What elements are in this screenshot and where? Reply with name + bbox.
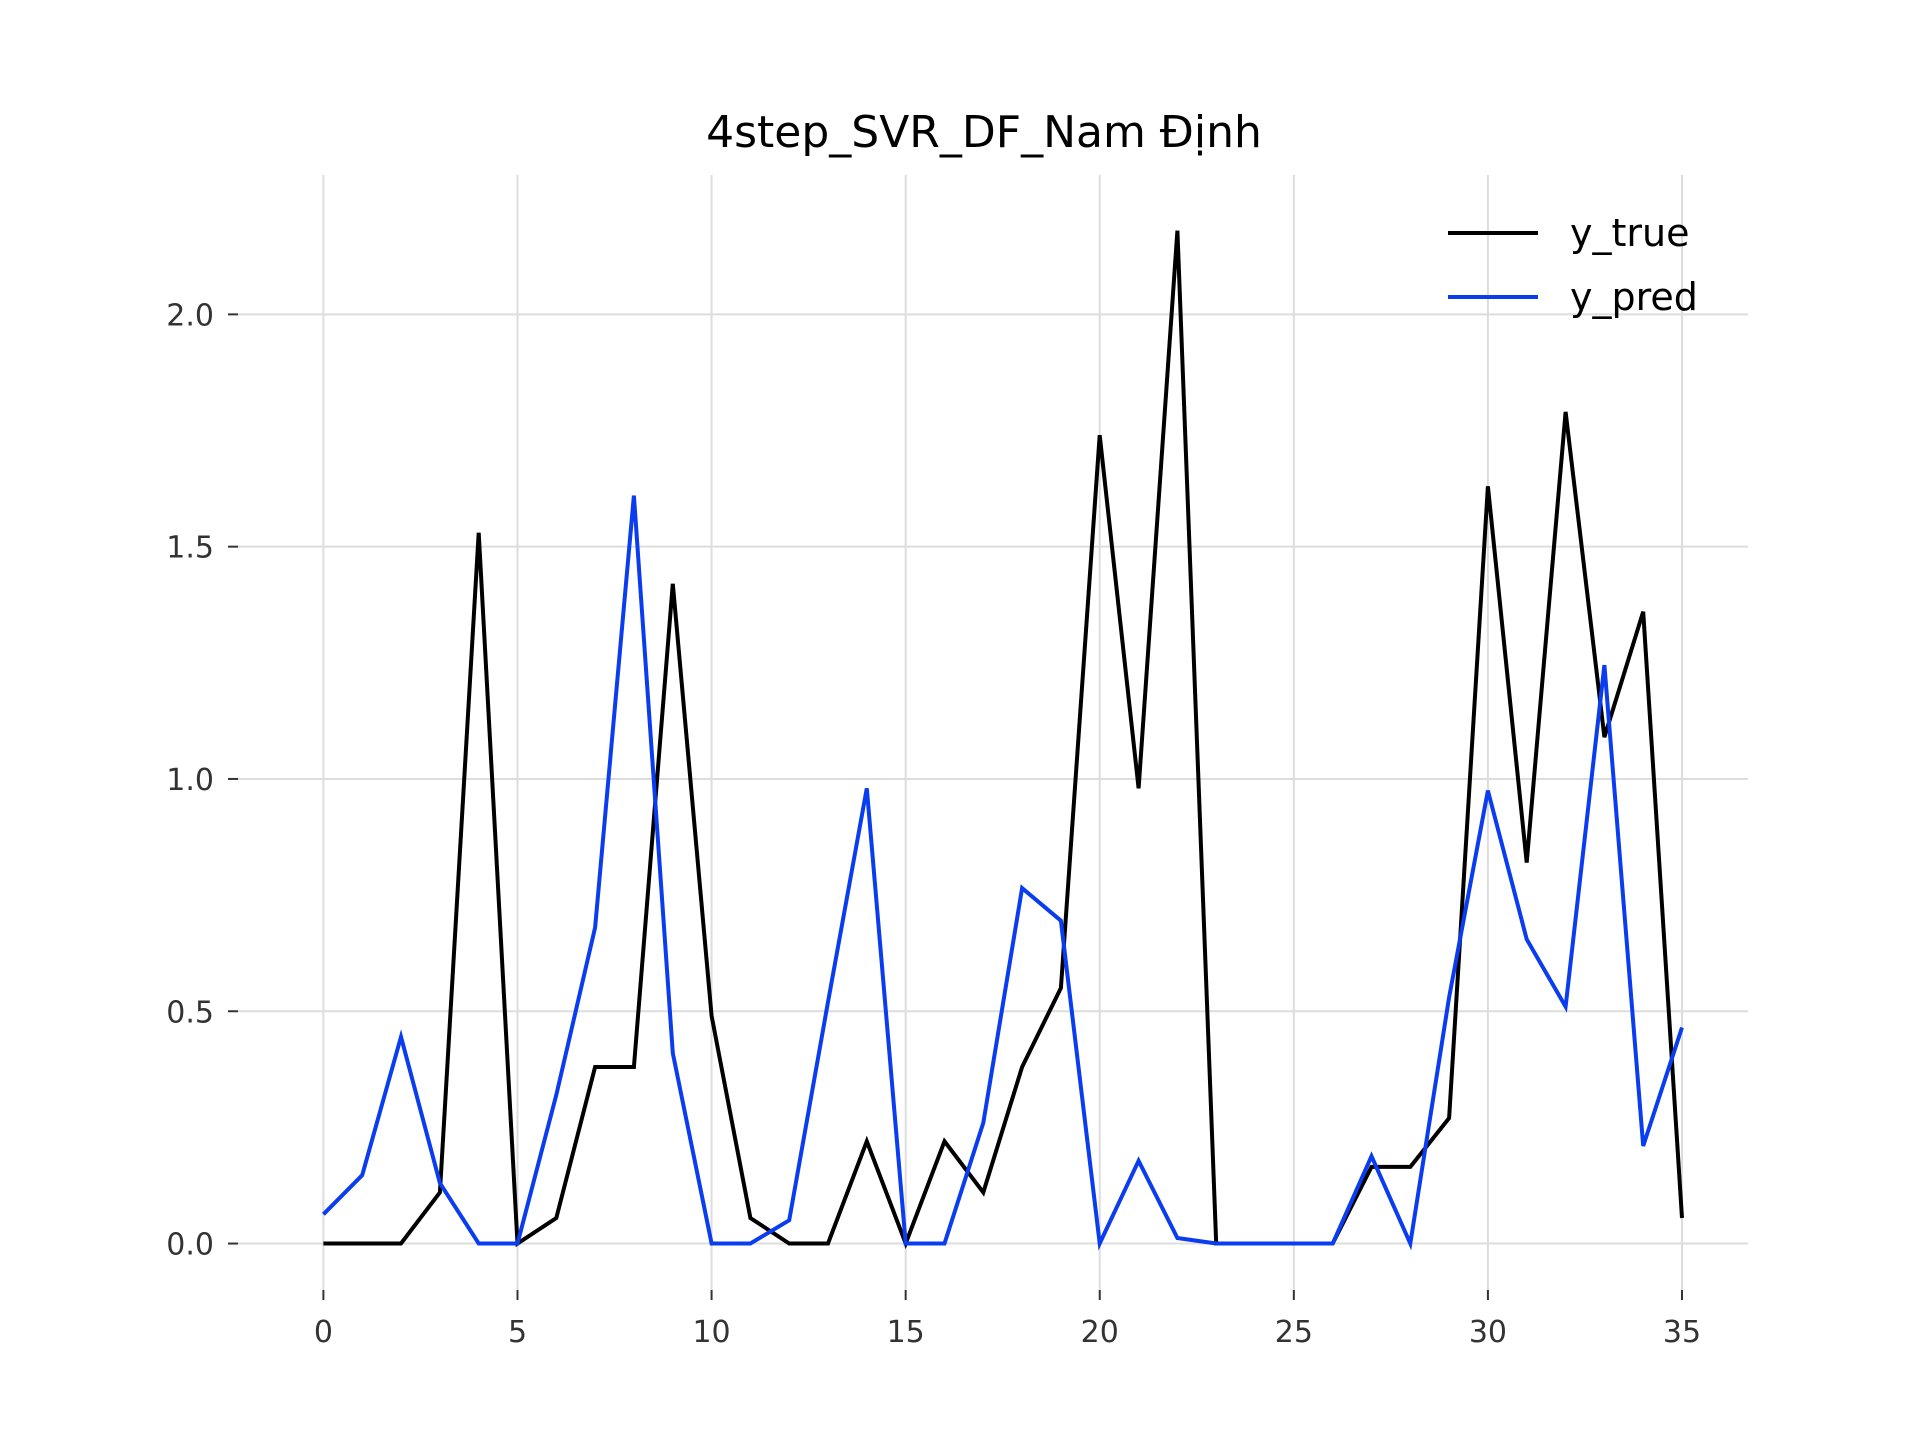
chart-title: 4step_SVR_DF_Nam Định: [706, 107, 1262, 158]
y-tick-label: 0.0: [166, 1228, 214, 1263]
legend-label-y_true: y_true: [1570, 211, 1689, 255]
series-line-y_pred: [321, 495, 1684, 1251]
x-tick-label: 25: [1275, 1315, 1313, 1350]
x-tick-label: 30: [1469, 1315, 1507, 1350]
x-tick-label: 15: [887, 1315, 925, 1350]
axes: 0 5 10 15 20 25 30 35 0.0 0.5 1.0 1.5 2.0: [166, 298, 1701, 1350]
x-tick-label: 5: [508, 1315, 527, 1350]
series-line-y_true: [323, 230, 1684, 1250]
grid: [238, 175, 1748, 1290]
x-tick-label: 35: [1663, 1315, 1701, 1350]
y-tick-label: 1.5: [166, 531, 214, 566]
series-lines: [321, 230, 1684, 1251]
x-tick-label: 10: [692, 1315, 730, 1350]
y-tick-label: 0.5: [166, 995, 214, 1030]
legend-label-y_pred: y_pred: [1570, 275, 1698, 319]
x-tick-label: 20: [1081, 1315, 1119, 1350]
x-tick-label: 0: [314, 1315, 333, 1350]
y-tick-label: 2.0: [166, 298, 214, 333]
legend: y_true y_pred: [1448, 211, 1698, 319]
y-tick-label: 1.0: [166, 763, 214, 798]
